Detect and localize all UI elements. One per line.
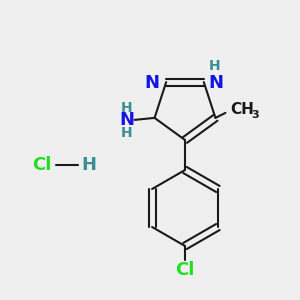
Text: H: H xyxy=(209,59,220,73)
Text: N: N xyxy=(119,111,134,129)
Text: 3: 3 xyxy=(251,110,259,120)
Text: N: N xyxy=(144,74,159,92)
Text: N: N xyxy=(209,74,224,92)
Text: H: H xyxy=(121,126,132,140)
Text: H: H xyxy=(121,101,132,115)
Text: Cl: Cl xyxy=(32,156,52,174)
Text: H: H xyxy=(82,156,97,174)
Text: Cl: Cl xyxy=(175,261,195,279)
Text: CH: CH xyxy=(230,102,254,117)
